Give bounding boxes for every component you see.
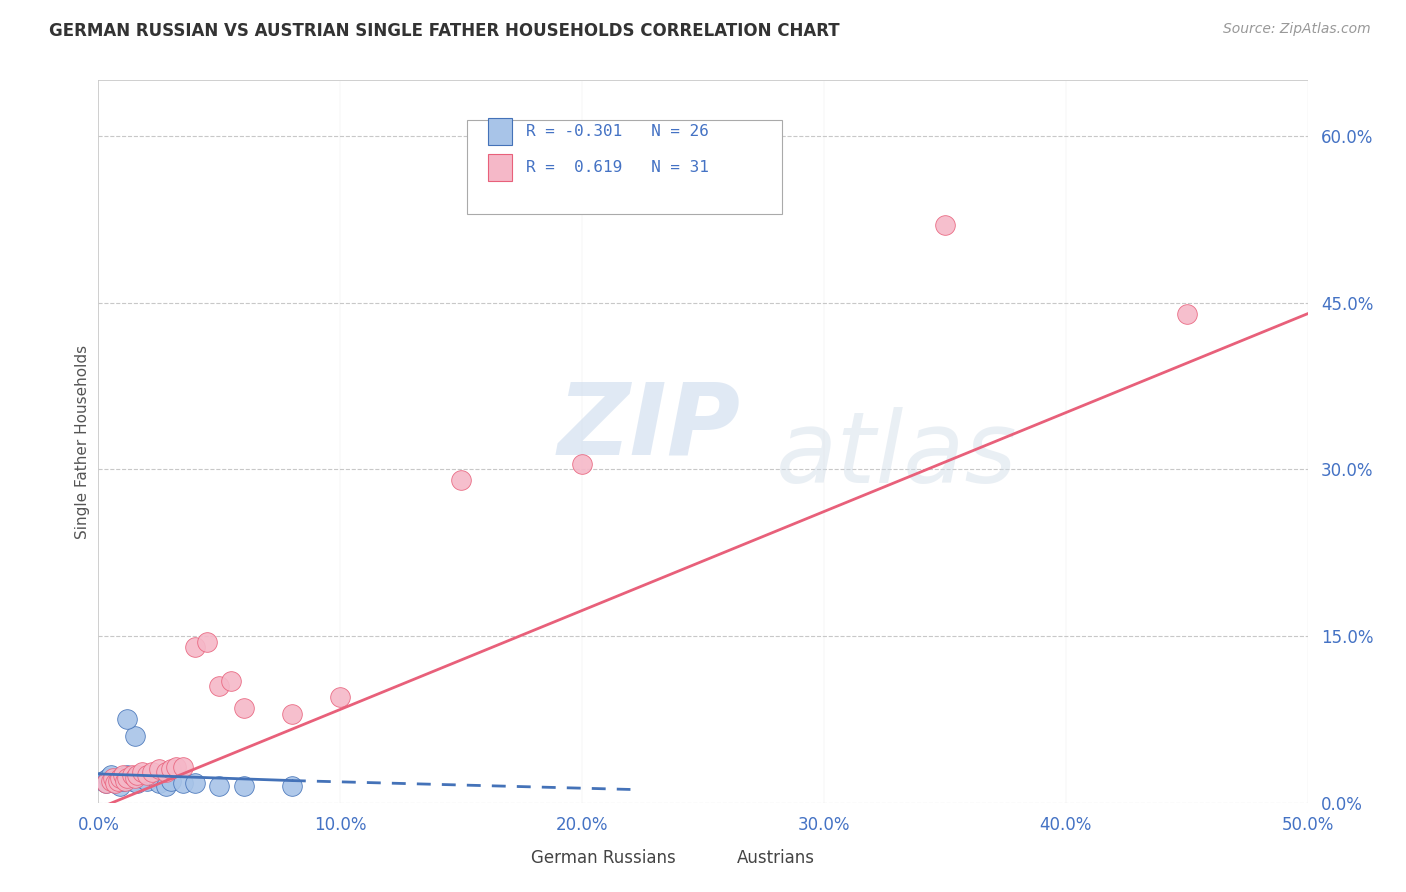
Point — [450, 474, 472, 488]
Text: German Russians: German Russians — [531, 849, 676, 867]
Point — [91, 773, 114, 788]
Point — [148, 776, 170, 790]
Point — [281, 706, 304, 721]
Point — [124, 729, 146, 743]
Point — [100, 768, 122, 782]
Point — [155, 779, 177, 793]
Point — [571, 457, 593, 471]
Point — [232, 701, 254, 715]
Point — [208, 679, 231, 693]
Point — [155, 764, 177, 779]
Point — [111, 768, 134, 782]
Text: Source: ZipAtlas.com: Source: ZipAtlas.com — [1223, 22, 1371, 37]
Point — [148, 763, 170, 777]
Point — [114, 773, 136, 788]
FancyBboxPatch shape — [488, 118, 512, 145]
Point — [934, 218, 956, 232]
Point — [104, 776, 127, 790]
Point — [97, 772, 120, 786]
Point — [127, 768, 149, 782]
Point — [104, 776, 127, 790]
Point — [1175, 307, 1198, 321]
Point — [135, 773, 157, 788]
Point — [124, 772, 146, 786]
Point — [160, 763, 183, 777]
Point — [121, 768, 143, 782]
Point — [141, 768, 163, 782]
Point — [221, 673, 243, 688]
Point — [131, 764, 153, 779]
Point — [208, 779, 231, 793]
Text: Austrians: Austrians — [737, 849, 815, 867]
Point — [101, 773, 124, 788]
Text: R = -0.301   N = 26: R = -0.301 N = 26 — [526, 124, 710, 139]
Point — [135, 768, 157, 782]
FancyBboxPatch shape — [467, 120, 782, 214]
Point — [195, 634, 218, 648]
Text: R =  0.619   N = 31: R = 0.619 N = 31 — [526, 161, 710, 175]
Point — [232, 779, 254, 793]
Point — [117, 772, 139, 786]
FancyBboxPatch shape — [488, 154, 512, 181]
Y-axis label: Single Father Households: Single Father Households — [75, 344, 90, 539]
Point — [172, 776, 194, 790]
Text: ZIP: ZIP — [558, 378, 741, 475]
Point — [100, 773, 122, 788]
Point — [184, 776, 207, 790]
Point — [107, 773, 129, 788]
Point — [329, 690, 352, 705]
Point — [141, 764, 163, 779]
Point — [281, 779, 304, 793]
Point — [108, 772, 131, 786]
Point — [131, 772, 153, 786]
Point — [165, 760, 187, 774]
FancyBboxPatch shape — [703, 850, 730, 868]
Point — [108, 779, 131, 793]
Point — [117, 768, 139, 782]
Point — [172, 760, 194, 774]
Point — [160, 773, 183, 788]
Point — [94, 776, 117, 790]
Point — [111, 773, 134, 788]
Point — [114, 772, 136, 786]
Point — [94, 776, 117, 790]
Point — [184, 640, 207, 655]
FancyBboxPatch shape — [498, 850, 524, 868]
Text: atlas: atlas — [776, 408, 1017, 505]
Text: GERMAN RUSSIAN VS AUSTRIAN SINGLE FATHER HOUSEHOLDS CORRELATION CHART: GERMAN RUSSIAN VS AUSTRIAN SINGLE FATHER… — [49, 22, 839, 40]
Point — [101, 772, 124, 786]
Point — [117, 713, 139, 727]
Point — [127, 776, 149, 790]
Point — [107, 772, 129, 786]
Point — [121, 773, 143, 788]
